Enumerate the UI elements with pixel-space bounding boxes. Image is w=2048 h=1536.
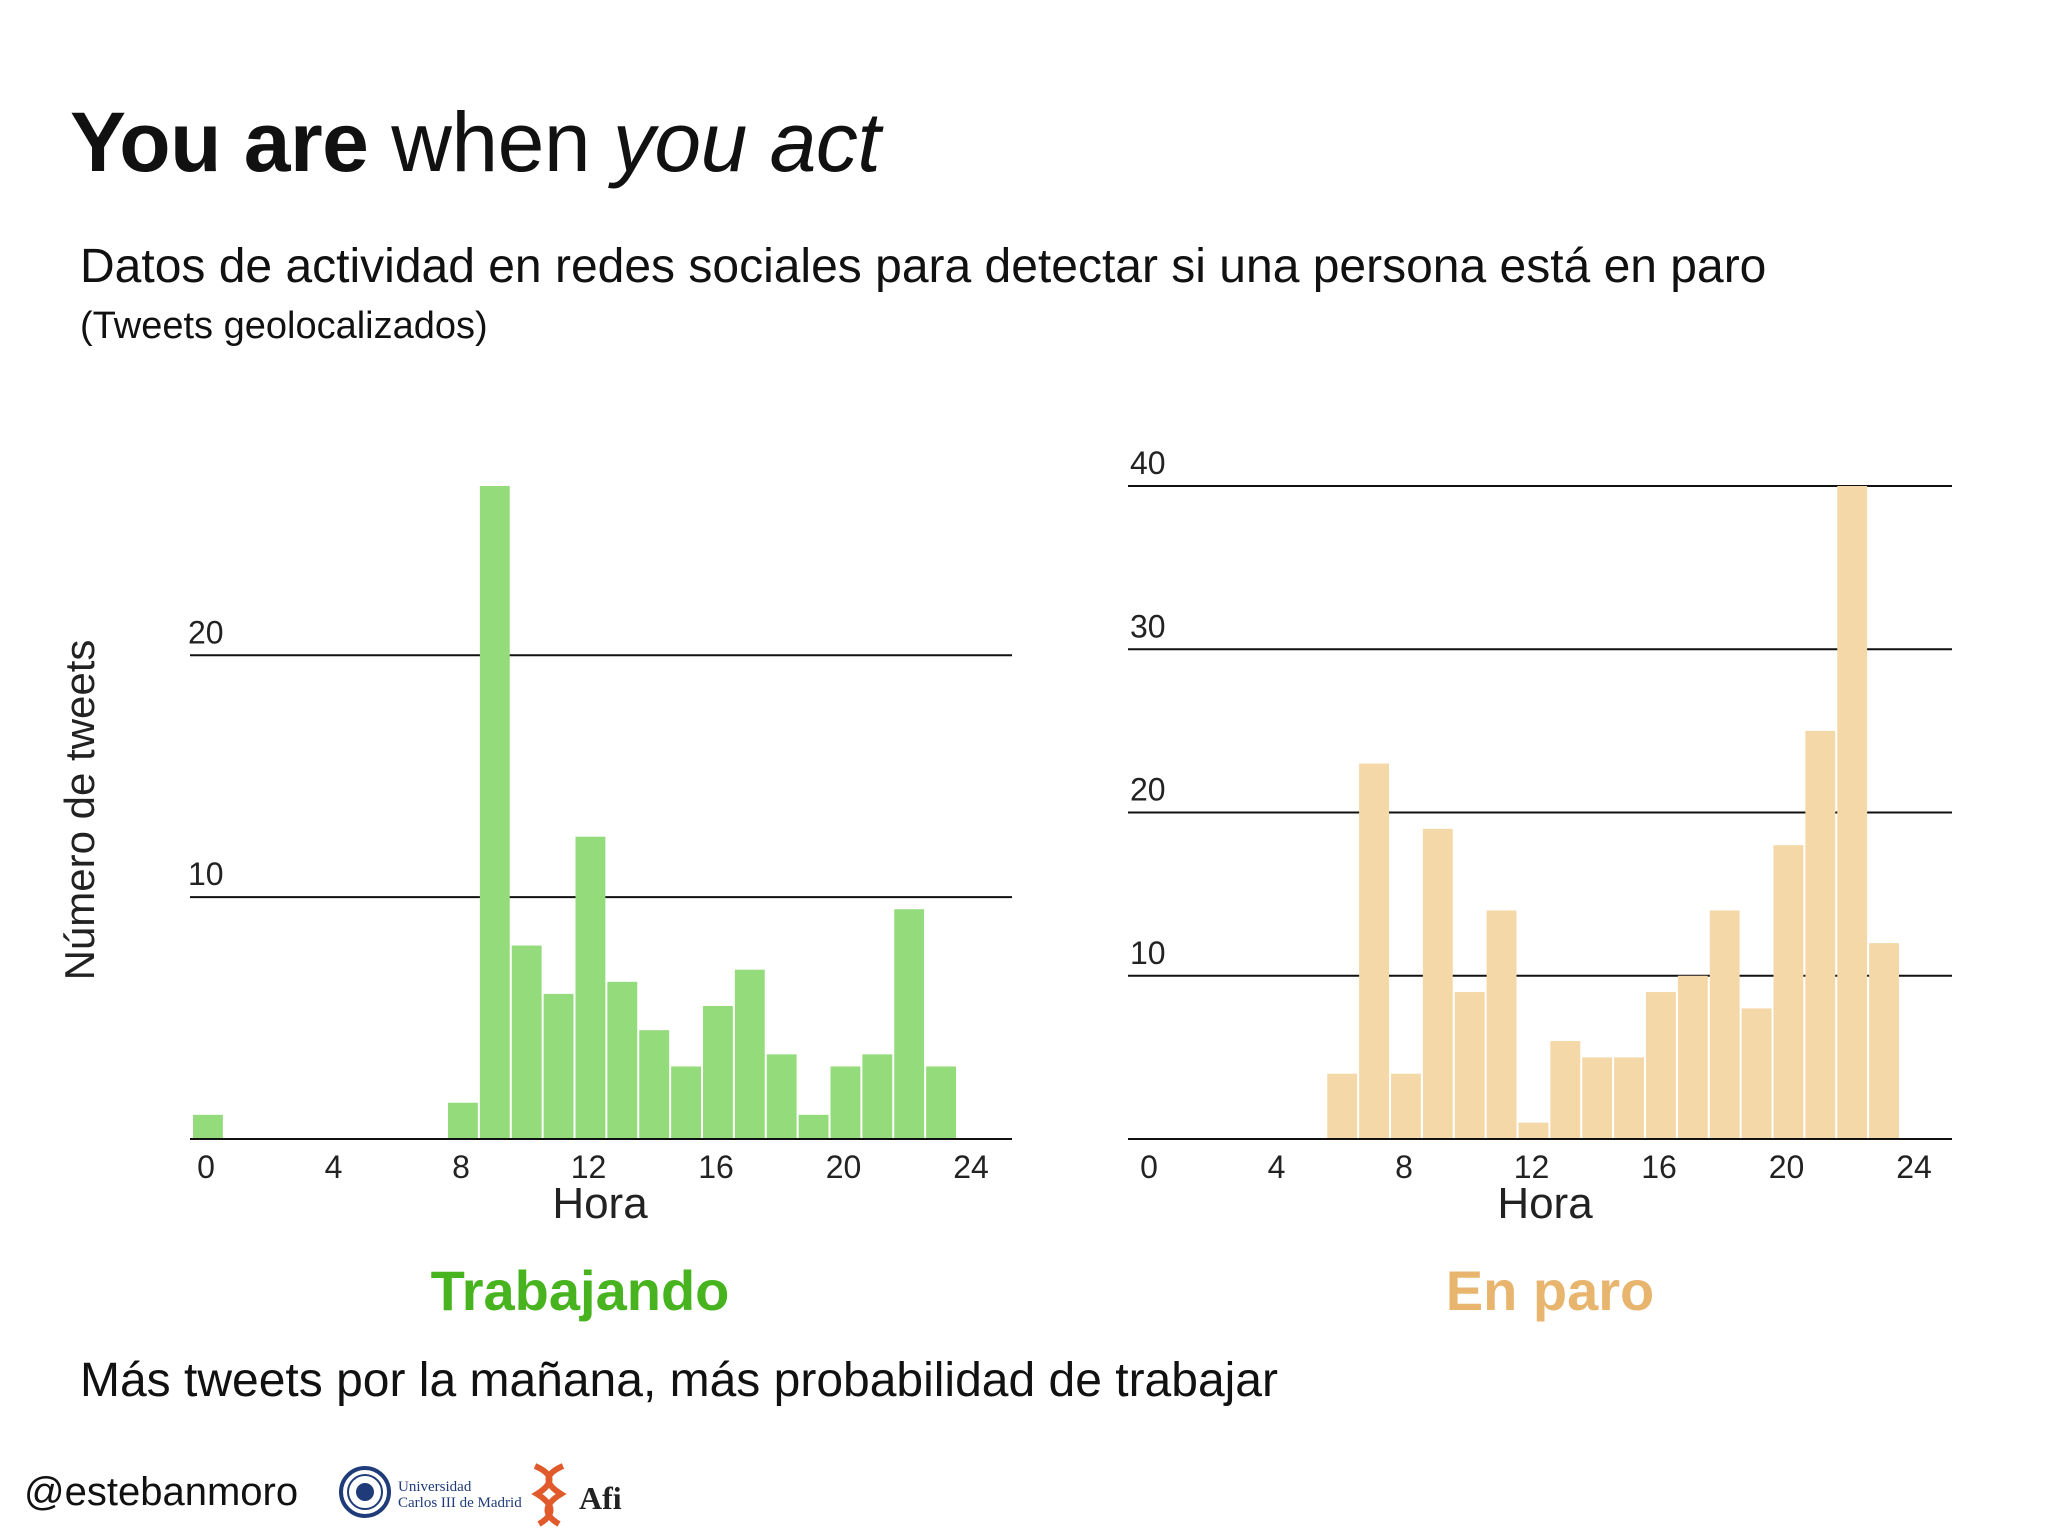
afi-knot-icon	[531, 1463, 567, 1527]
x-tick-label: 8	[452, 1149, 470, 1185]
x-tick-label: 8	[1395, 1149, 1413, 1185]
bar	[1869, 943, 1899, 1139]
x-tick-label: 16	[1641, 1149, 1677, 1185]
title-bold: You are	[70, 95, 369, 189]
bar	[1582, 1057, 1613, 1139]
bar	[1646, 992, 1676, 1139]
chart-en-paro: 10 20 30 40 0 4 8 12 16 20 24 Hora	[1128, 445, 1952, 1228]
bar	[1677, 975, 1708, 1139]
chart-title-trabajando: Trabajando	[430, 1259, 730, 1322]
uc3m-logo: Universidad Carlos III de Madrid	[338, 1465, 522, 1527]
bar	[1327, 1073, 1358, 1139]
bar	[734, 969, 765, 1139]
bar	[543, 993, 574, 1139]
x-tick-label: 0	[197, 1149, 215, 1185]
y-tick-label: 20	[188, 614, 224, 650]
uc3m-wordmark: Universidad Carlos III de Madrid	[398, 1479, 522, 1511]
y-axis-label: Número de tweets	[56, 640, 103, 981]
afi-logo: Afi	[525, 1458, 625, 1528]
bar	[1805, 730, 1836, 1139]
bar	[1486, 910, 1517, 1139]
bar	[1773, 845, 1804, 1139]
slide-title: You are when you act	[70, 100, 881, 184]
x-tick-label: 24	[1896, 1149, 1932, 1185]
chart-title-en-paro: En paro	[1445, 1259, 1655, 1322]
bar	[193, 1114, 223, 1139]
afi-wordmark: Afi	[579, 1480, 622, 1516]
bar	[671, 1066, 701, 1139]
bar	[1359, 763, 1389, 1139]
x-tick-label: 12	[1514, 1149, 1550, 1185]
title-regular: when	[391, 95, 591, 189]
slide-conclusion: Más tweets por la mañana, más probabilid…	[80, 1354, 1278, 1407]
y-tick-label: 10	[188, 856, 224, 892]
x-tick-label: 0	[1140, 1149, 1158, 1185]
slide-subtitle: Datos de actividad en redes sociales par…	[80, 240, 1767, 293]
bar	[798, 1114, 829, 1139]
bar	[894, 909, 925, 1139]
bar	[1614, 1057, 1644, 1139]
y-tick-label: 30	[1130, 608, 1166, 644]
x-tick-label: 24	[953, 1149, 989, 1185]
slide-subnote: (Tweets geolocalizados)	[80, 305, 488, 347]
bar	[1550, 1041, 1581, 1139]
bar	[1454, 992, 1485, 1139]
footer-handle: @estebanmoro	[24, 1470, 299, 1514]
bar	[862, 1054, 893, 1139]
bar	[1518, 1122, 1549, 1139]
x-tick-label: 4	[325, 1149, 343, 1185]
bar	[575, 836, 606, 1139]
chart-trabajando: 10 20 0 4 8 12 16 20 24 Hora Número de tweets	[56, 486, 1012, 1228]
bar	[511, 945, 542, 1139]
bar	[448, 1102, 478, 1139]
bar	[766, 1054, 797, 1139]
y-tick-label: 40	[1130, 445, 1166, 481]
x-tick-label: 20	[1769, 1149, 1805, 1185]
bar	[479, 486, 510, 1139]
bar	[830, 1066, 861, 1139]
bar	[607, 981, 638, 1139]
bar	[1741, 1008, 1772, 1139]
x-tick-label: 12	[571, 1149, 607, 1185]
title-italic: you act	[612, 95, 881, 189]
x-tick-label: 4	[1268, 1149, 1286, 1185]
x-axis-label: Hora	[552, 1179, 648, 1228]
bar	[639, 1030, 670, 1139]
y-tick-label: 20	[1130, 772, 1166, 808]
bar	[926, 1066, 956, 1139]
x-tick-label: 16	[698, 1149, 734, 1185]
histogram-charts: 10 20 0 4 8 12 16 20 24 Hora Número de tweets 10 20…	[56, 445, 1952, 1228]
y-tick-label: 10	[1130, 935, 1166, 971]
x-tick-label: 20	[826, 1149, 862, 1185]
uc3m-line1: Universidad	[398, 1479, 472, 1495]
bar	[1422, 828, 1453, 1139]
bar	[1709, 910, 1740, 1139]
university-seal-icon	[339, 1466, 391, 1518]
x-axis-label: Hora	[1497, 1179, 1593, 1228]
uc3m-line2: Carlos III de Madrid	[398, 1495, 522, 1511]
bar	[1837, 486, 1868, 1139]
bar	[1391, 1073, 1421, 1139]
bar	[703, 1005, 733, 1139]
